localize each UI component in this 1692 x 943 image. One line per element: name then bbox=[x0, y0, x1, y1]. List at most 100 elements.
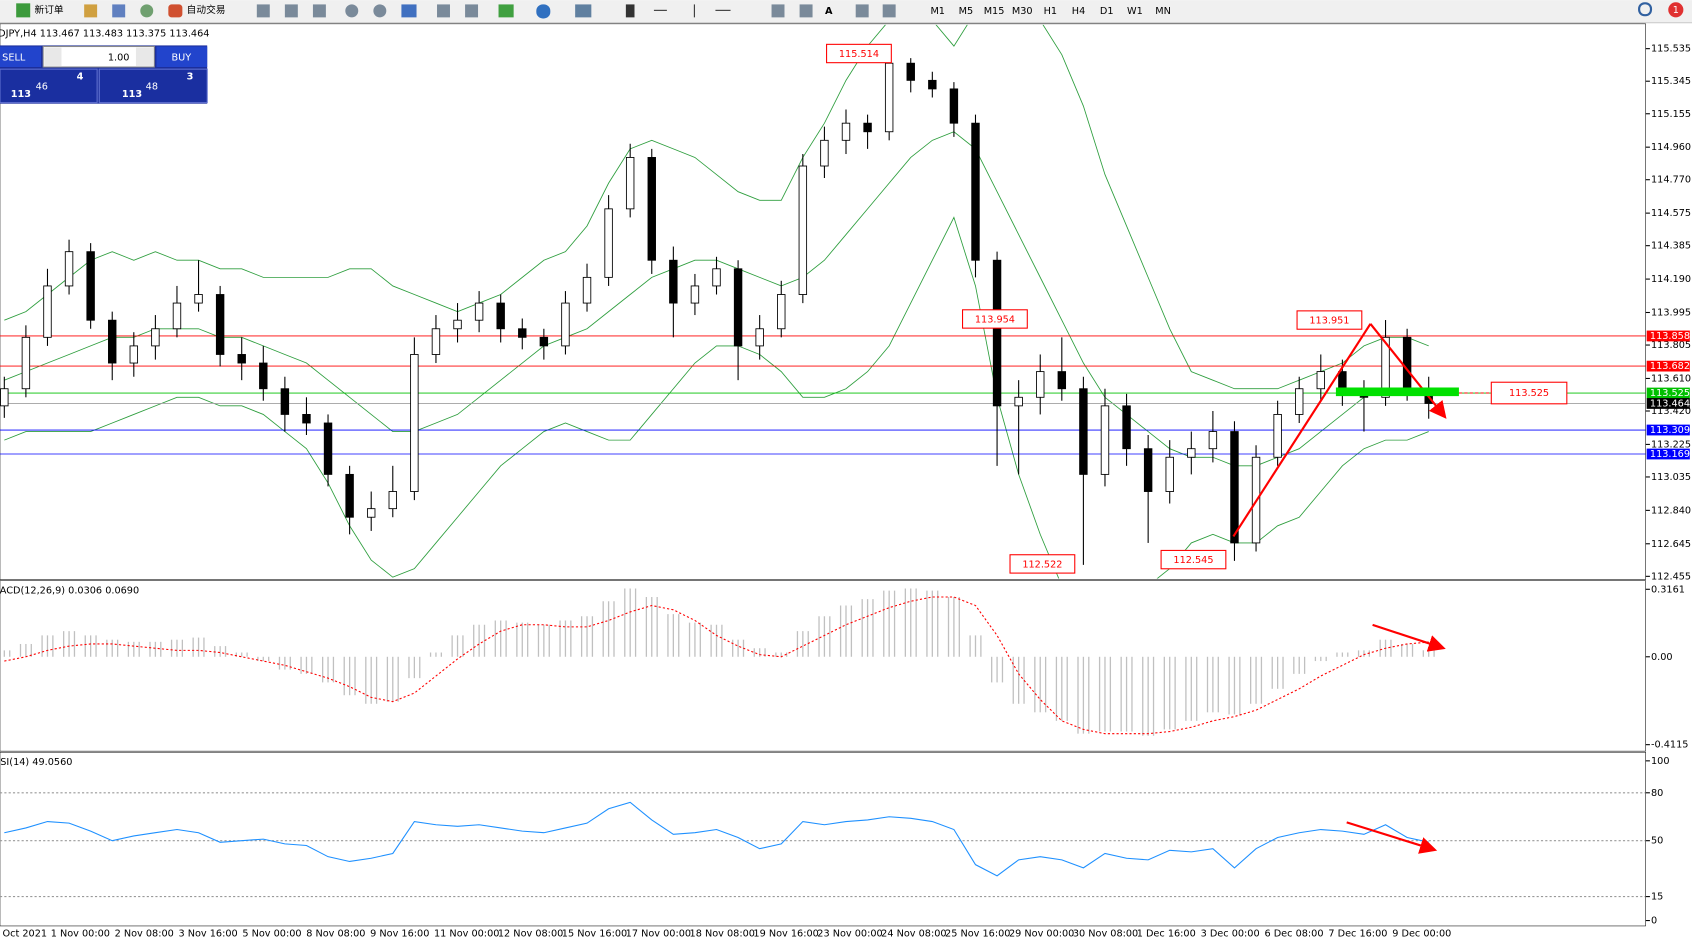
price-label: 113.309 bbox=[1650, 425, 1690, 436]
annotation-box bbox=[1009, 554, 1076, 574]
toolbar-icon[interactable] bbox=[112, 4, 126, 18]
candle-body bbox=[108, 319, 117, 364]
tool-icon[interactable] bbox=[437, 4, 450, 18]
annotation: 112.545 bbox=[1173, 555, 1213, 566]
tool-icon[interactable] bbox=[284, 4, 298, 18]
toolbar bbox=[0, 0, 1692, 23]
tool-icon[interactable] bbox=[312, 4, 326, 18]
trade-panel: SELL 1.00 BUY 113 46 4 113 48 3 bbox=[0, 45, 208, 104]
y-tick-label: 0.00 bbox=[1651, 652, 1673, 663]
new-order-button[interactable]: 新订单 bbox=[35, 3, 64, 16]
hline[interactable] bbox=[715, 9, 731, 11]
candle-body bbox=[1187, 448, 1196, 458]
candle-body bbox=[582, 276, 592, 304]
y-tick-label: 113.035 bbox=[1651, 472, 1691, 483]
bid-box[interactable] bbox=[0, 68, 98, 104]
lot-down[interactable] bbox=[44, 47, 62, 66]
x-tick-label: 9 Nov 16:00 bbox=[370, 929, 429, 939]
candle-body bbox=[1165, 456, 1174, 492]
ask-box[interactable] bbox=[98, 68, 208, 104]
x-tick-label: 9 Dec 00:00 bbox=[1392, 929, 1451, 939]
tool-icon[interactable] bbox=[799, 4, 813, 18]
y-tick-label: 112.455 bbox=[1651, 571, 1691, 582]
chart-tools bbox=[256, 4, 896, 19]
price-label: 113.682 bbox=[1650, 361, 1690, 372]
bid-big: 113 bbox=[11, 89, 31, 100]
toolbar-icon[interactable] bbox=[84, 4, 98, 18]
zoom-out[interactable] bbox=[373, 4, 387, 18]
ask-pips: 48 bbox=[146, 81, 158, 92]
buy-label[interactable]: BUY bbox=[171, 52, 191, 63]
indicators[interactable] bbox=[498, 4, 514, 18]
candle-body bbox=[1295, 388, 1304, 415]
lot-up[interactable] bbox=[135, 47, 154, 66]
candle-body bbox=[971, 122, 980, 261]
periods[interactable] bbox=[536, 4, 551, 19]
candle-body bbox=[151, 328, 160, 347]
y-tick-label: 0.3161 bbox=[1651, 584, 1685, 595]
sell-button[interactable] bbox=[0, 46, 42, 68]
candle-body bbox=[43, 285, 52, 338]
timeframe-button: W1 bbox=[1127, 6, 1143, 17]
macd-divergence bbox=[1372, 623, 1446, 652]
y-tick-label: 114.770 bbox=[1651, 175, 1691, 186]
price-label-bg bbox=[1646, 330, 1690, 342]
candle-body bbox=[388, 491, 397, 510]
templates[interactable] bbox=[575, 4, 592, 18]
annotation-box bbox=[1296, 310, 1363, 330]
bid-pips: 46 bbox=[36, 81, 48, 92]
tool-icon[interactable] bbox=[465, 4, 479, 18]
sell-label[interactable]: SELL bbox=[2, 52, 26, 63]
level-label-box bbox=[1490, 381, 1568, 405]
candle-body bbox=[1143, 448, 1153, 492]
x-tick-label: 29 Nov 00:00 bbox=[1009, 929, 1074, 939]
tile[interactable] bbox=[401, 4, 417, 18]
drawn-trendlines bbox=[1232, 323, 1447, 854]
text-tool[interactable]: A bbox=[825, 6, 833, 17]
x-tick-label: 15 Nov 16:00 bbox=[562, 929, 627, 939]
candle-body bbox=[561, 302, 570, 347]
candle-body bbox=[259, 362, 268, 390]
crosshair[interactable] bbox=[653, 9, 667, 11]
x-tick-label: 19 Nov 16:00 bbox=[753, 929, 818, 939]
toolbar-icon[interactable] bbox=[140, 4, 154, 18]
candle-body bbox=[863, 122, 872, 133]
new-order-icon[interactable] bbox=[16, 3, 31, 18]
candle-body bbox=[820, 139, 829, 167]
price-label: 113.525 bbox=[1650, 388, 1690, 399]
candle-body bbox=[86, 251, 95, 321]
x-tick-label: 3 Dec 00:00 bbox=[1201, 929, 1260, 939]
lot-value[interactable]: 1.00 bbox=[108, 52, 130, 63]
zoom-in[interactable] bbox=[345, 4, 359, 18]
candle-body bbox=[1273, 413, 1282, 458]
candle-body bbox=[777, 294, 786, 330]
annotation: 113.954 bbox=[975, 315, 1015, 326]
level-highlight bbox=[1335, 387, 1459, 397]
candle-body bbox=[1230, 431, 1239, 544]
cursor[interactable] bbox=[625, 4, 635, 18]
tool-icon[interactable] bbox=[855, 4, 869, 18]
trend-up bbox=[1232, 323, 1372, 537]
annotation-box bbox=[1160, 549, 1227, 570]
buy-button[interactable] bbox=[156, 46, 208, 68]
candle-body bbox=[690, 285, 700, 304]
candle-body bbox=[64, 251, 74, 287]
y-tick-label: 113.225 bbox=[1651, 439, 1691, 450]
x-tick-label: 3 Nov 16:00 bbox=[178, 929, 237, 939]
auto-trading-button[interactable]: 自动交易 bbox=[187, 3, 226, 16]
tool-icon[interactable] bbox=[256, 4, 270, 18]
symbol-header: USDJPY,H4 113.467 113.483 113.375 113.46… bbox=[0, 29, 209, 40]
candle-body bbox=[992, 259, 1002, 407]
lot-input[interactable] bbox=[42, 45, 155, 68]
macd-plot bbox=[3, 588, 1435, 736]
price-label: 113.858 bbox=[1650, 331, 1690, 342]
notification-badge[interactable] bbox=[1668, 2, 1684, 18]
tool-icon[interactable] bbox=[771, 4, 785, 18]
y-tick-label: 114.575 bbox=[1651, 208, 1691, 219]
vline[interactable] bbox=[693, 4, 695, 18]
y-tick-label: 114.385 bbox=[1651, 241, 1691, 252]
auto-trading-icon[interactable] bbox=[168, 4, 183, 18]
candle-body bbox=[1208, 431, 1218, 450]
search[interactable] bbox=[1638, 2, 1653, 17]
tool-icon[interactable] bbox=[882, 4, 896, 18]
